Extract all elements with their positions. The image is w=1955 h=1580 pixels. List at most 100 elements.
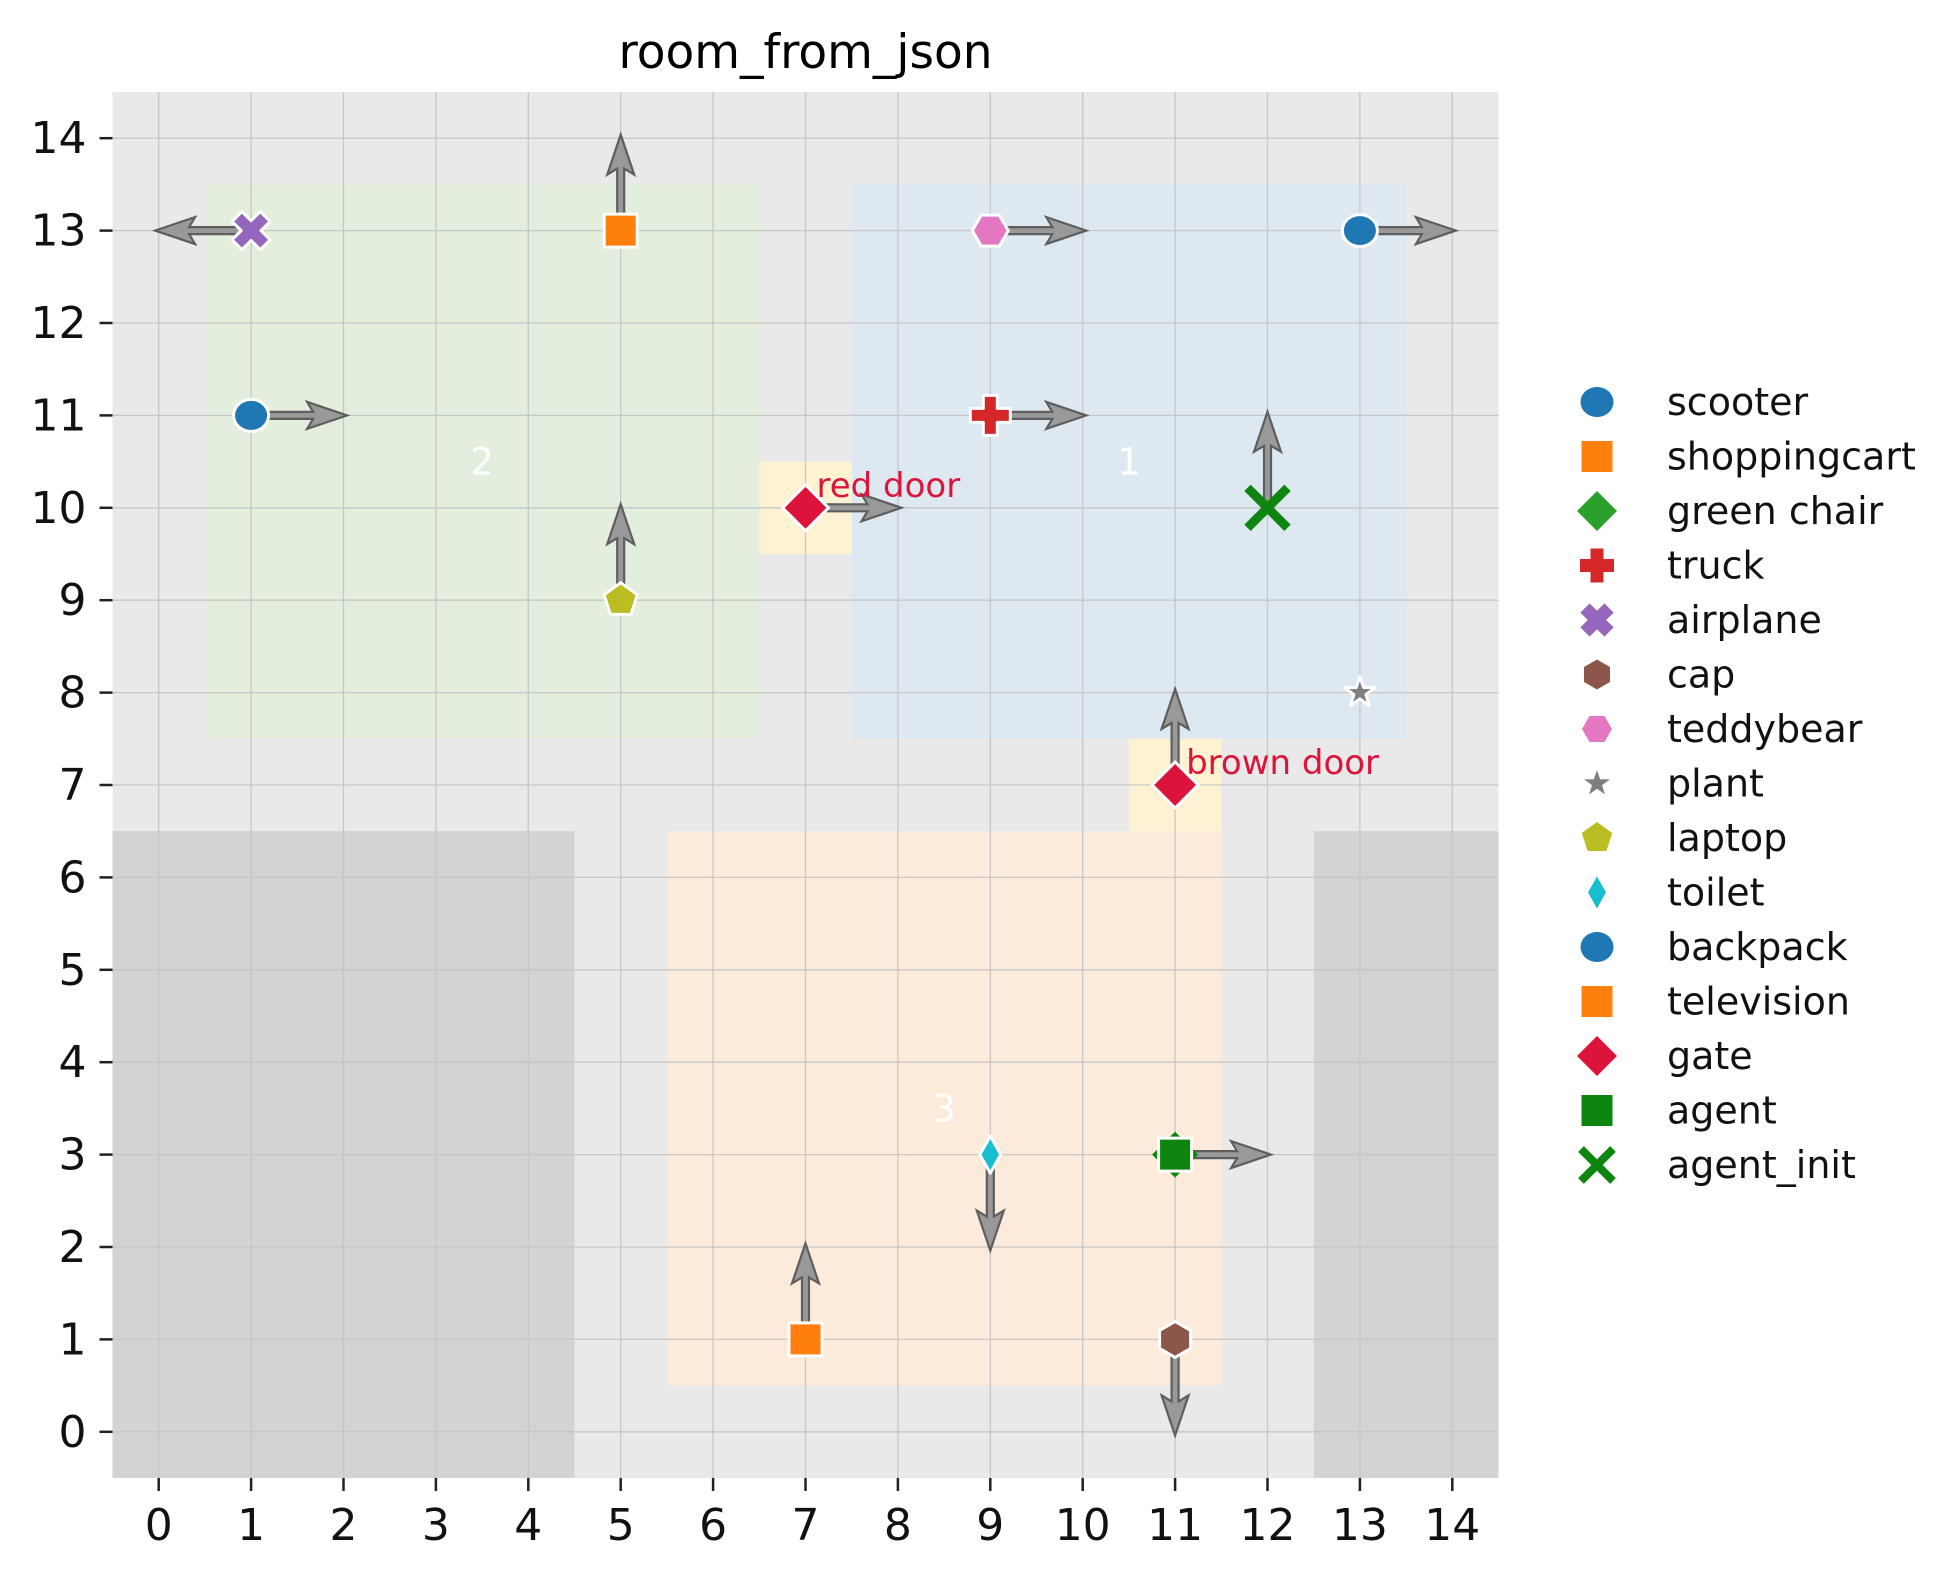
legend-marker-square [1581,441,1613,472]
legend-marker-circle [1580,932,1614,962]
room-1-floor [851,184,1407,739]
x-tick-label: 11 [1147,1500,1203,1551]
diamond-marker [1577,1036,1617,1076]
legend-label: shoppingcart [1667,435,1916,479]
hexagon-side-marker [970,213,1010,248]
x-tick-label: 12 [1240,1500,1296,1551]
marker-agent-init [1244,484,1291,531]
legend-label: gate [1667,1034,1753,1078]
pentagon-marker [602,581,639,616]
x-fat-marker [1580,603,1614,637]
legend-label: scooter [1667,380,1808,424]
x-tick-label: 2 [330,1500,358,1551]
legend-label: green chair [1667,489,1884,533]
hexagon-top-marker [1158,1319,1193,1359]
y-tick-label: 14 [31,113,87,164]
marker-toilet [978,1134,1003,1175]
x-tick-label: 3 [422,1500,450,1551]
circle-marker [1580,932,1614,962]
marker-laptop [602,581,639,616]
y-tick-label: 1 [59,1314,87,1365]
legend-marker-circle [1580,387,1614,417]
legend-marker-pentagon [1581,822,1613,851]
square-marker [1581,441,1613,472]
object-markers [230,210,1379,1359]
square-marker [1581,986,1613,1017]
legend-label: teddybear [1667,707,1863,751]
legend-item-scooter: scooter [1580,380,1808,424]
x-tick-label: 7 [792,1500,820,1551]
marker-teddybear [970,213,1010,248]
x-tick-label: 10 [1055,1500,1111,1551]
room-label-1: 1 [1117,441,1141,484]
legend-item-agent: agent [1581,1089,1777,1133]
legend-marker-square [1581,1095,1613,1126]
legend-marker-star [1584,770,1610,795]
legend-marker-x-fat [1580,603,1614,637]
star-marker [1343,675,1377,708]
star-marker [1584,770,1610,795]
square-marker [602,212,639,249]
legend-item-plant: plant [1584,762,1764,806]
square-marker [787,1321,824,1358]
chart-title: room_from_json [618,25,992,80]
y-tick-label: 9 [59,575,87,626]
legend-item-backpack: backpack [1580,925,1848,969]
legend-label: laptop [1667,816,1787,860]
x-tick-label: 8 [884,1500,912,1551]
x-stroke [1244,484,1291,531]
room-2-floor [204,184,760,739]
legend-label: cap [1667,653,1735,697]
legend-item-agent_init: agent_init [1578,1143,1856,1187]
marker-scooter [232,397,271,433]
diamond-marker [781,483,830,533]
marker-cap [1158,1319,1193,1359]
legend-item-teddybear: teddybear [1582,707,1863,751]
y-tick-label: 5 [59,945,87,996]
x-tick-label: 5 [607,1500,635,1551]
circle-marker [1580,387,1614,417]
legend: scooter shoppingcart green chair truck airpl… [1577,380,1916,1187]
legend-marker-hexagon-top [1584,659,1610,690]
legend-marker-square [1581,986,1613,1017]
legend-item-cap: cap [1584,653,1735,697]
thin-diamond-marker [1588,876,1606,909]
legend-marker-diamond [1577,491,1617,531]
legend-item-truck: truck [1580,544,1765,588]
plus-marker [1580,548,1614,583]
direction-arrow-up [1252,408,1283,503]
marker-television [787,1321,824,1358]
thin-diamond-marker [978,1134,1003,1175]
grid-lines [112,92,1499,1478]
y-tick-label: 11 [31,390,87,441]
legend-item-green-chair: green chair [1577,489,1884,533]
x-tick-label: 0 [145,1500,173,1551]
legend-label: agent [1667,1089,1777,1133]
marker-gate-brown-door [1150,760,1200,810]
legend-label: agent_init [1667,1143,1856,1187]
legend-item-toilet: toilet [1588,871,1765,915]
plus-marker [968,393,1012,437]
x-tick-label: 6 [699,1500,727,1551]
marker-backpack [1340,213,1379,249]
circle-marker [1340,213,1379,249]
x-tick-label: 1 [237,1500,265,1551]
legend-label: toilet [1667,871,1765,915]
y-tick-label: 10 [31,483,87,534]
x-tick-label: 9 [976,1500,1004,1551]
legend-marker-diamond [1577,1036,1617,1076]
marker-truck [968,393,1012,437]
hexagon-side-marker [1582,716,1612,742]
x-stroke [1578,1146,1616,1184]
marker-airplane [230,210,272,252]
y-tick-label: 8 [59,668,87,719]
agent-square [1157,1136,1194,1173]
legend-label: plant [1667,762,1764,806]
marker-gate-red-door [781,483,830,533]
y-tick-label: 0 [59,1407,87,1458]
legend-item-laptop: laptop [1581,816,1787,860]
legend-label: backpack [1667,925,1848,969]
